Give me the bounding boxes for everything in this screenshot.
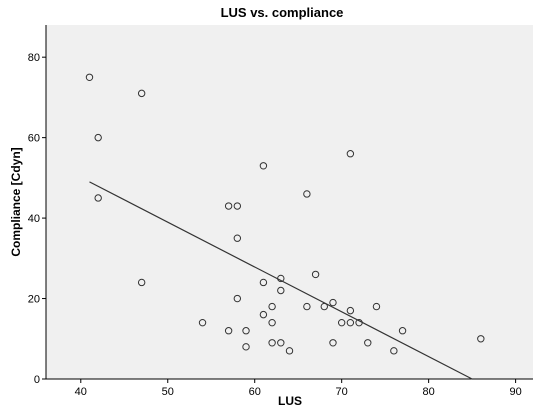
data-point	[311, 270, 320, 279]
tick-labels: 40 50 60 70 80 90 0 20 40 60 80	[28, 52, 522, 398]
data-point	[94, 133, 102, 142]
data-point	[285, 347, 294, 355]
data-point	[320, 302, 328, 311]
data-point	[303, 302, 311, 311]
axes	[42, 25, 533, 383]
data-point	[224, 202, 233, 210]
x-tick-label: 70	[336, 386, 348, 398]
x-tick-label: 60	[249, 386, 261, 398]
x-tick-label: 80	[423, 386, 435, 398]
data-point	[329, 339, 337, 347]
data-point	[277, 274, 285, 283]
y-tick-label: 40	[28, 213, 40, 225]
y-tick-label: 80	[28, 52, 40, 64]
data-point	[233, 294, 242, 303]
data-point	[94, 194, 102, 202]
data-point	[137, 89, 146, 98]
data-point	[277, 339, 285, 347]
data-point	[268, 302, 276, 311]
data-point	[277, 286, 285, 295]
y-axis-label: Compliance [Cdyn]	[9, 147, 23, 256]
data-point	[329, 298, 337, 307]
data-point	[346, 150, 355, 158]
y-tick-label: 20	[28, 294, 40, 306]
data-point	[242, 327, 250, 335]
data-point	[337, 318, 346, 327]
data-point	[303, 190, 311, 198]
data-point	[346, 306, 355, 315]
x-axis-label: LUS	[278, 394, 302, 408]
data-point	[268, 318, 276, 327]
data-point	[364, 339, 372, 347]
data-point	[233, 202, 242, 210]
data-point	[398, 327, 407, 335]
data-point	[85, 73, 94, 81]
data-point	[224, 327, 233, 335]
data-point	[259, 162, 268, 170]
data-point	[390, 347, 398, 355]
x-tick-label: 40	[75, 386, 87, 398]
data-points	[85, 73, 485, 355]
data-point	[198, 318, 207, 327]
data-point	[346, 318, 355, 327]
data-point	[355, 318, 363, 327]
x-tick-label: 50	[162, 386, 174, 398]
data-point	[233, 234, 242, 242]
data-point	[259, 310, 268, 319]
data-point	[372, 302, 381, 311]
x-tick-label: 90	[509, 386, 521, 398]
chart-title: LUS vs. compliance	[221, 5, 344, 20]
fit-line-group	[89, 181, 473, 380]
data-point	[268, 339, 276, 347]
data-point	[242, 343, 250, 351]
plot-area	[46, 25, 533, 379]
fit-line	[89, 181, 473, 380]
data-point	[259, 278, 268, 287]
y-tick-label: 60	[28, 133, 40, 145]
y-tick-label: 0	[34, 374, 40, 386]
data-point	[137, 278, 146, 287]
data-point	[477, 335, 485, 343]
